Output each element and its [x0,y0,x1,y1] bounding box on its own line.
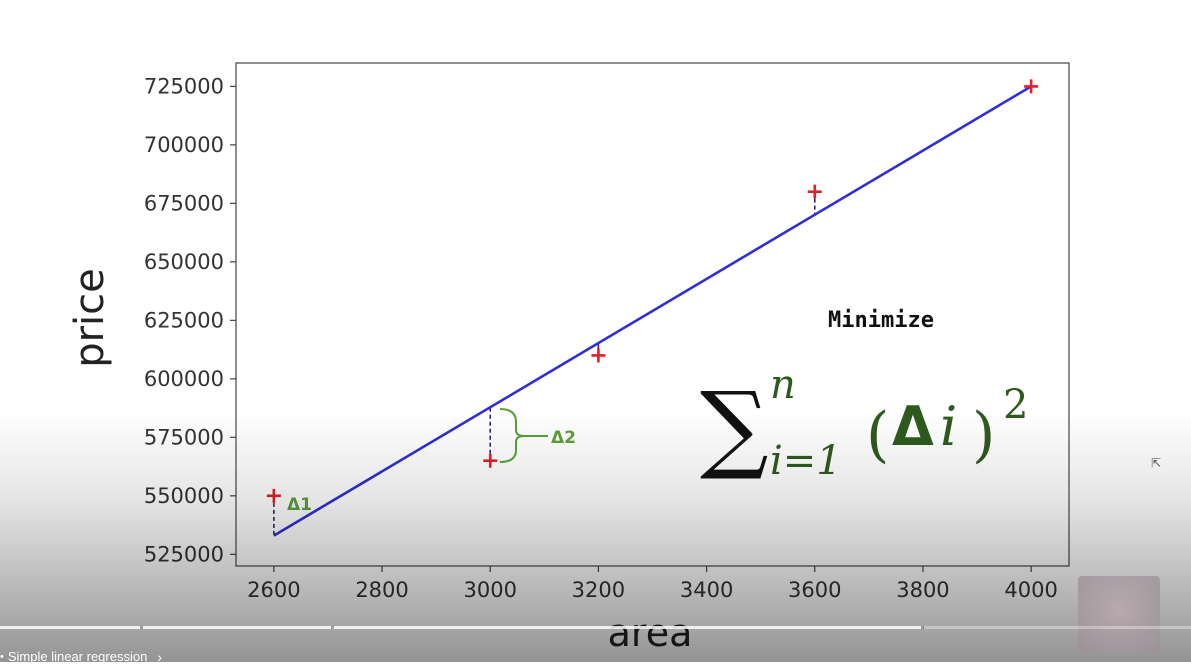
y-tick-label: 550000 [144,484,224,508]
chapter-bullet: • [0,651,4,663]
x-tick-label: 4000 [1004,578,1057,602]
delta2-brace [499,408,548,463]
chapter-title: Simple linear regression [7,649,148,664]
chapter-divider [331,626,334,629]
data-point [1024,79,1039,94]
pointer-cursor-icon: ⇱ [1151,456,1162,470]
video-progress-bar[interactable] [0,626,1191,629]
data-point [807,184,822,199]
axis-ticks: 2600 2800 3000 3200 3400 3600 3800 4000 525000 55… [144,74,1058,602]
presenter-thumbnail [1078,576,1160,652]
y-tick-label: 525000 [144,542,224,566]
sum-symbol: ∑ [700,371,769,483]
y-tick-label: 650000 [144,250,224,274]
y-tick-label: 675000 [144,191,224,215]
x-tick-label: 3200 [572,578,625,602]
delta1-label: Δ1 [287,495,312,515]
progress-fill [0,626,924,629]
data-point [591,348,606,363]
minimize-label: Minimize [828,308,934,333]
chevron-right-icon: › [157,649,162,665]
data-point [266,488,281,503]
x-tick-label: 3600 [788,578,841,602]
delta2-label: Δ2 [551,428,576,448]
data-point [483,453,498,468]
x-tick-label: 3000 [464,578,517,602]
x-tick-label: 2600 [247,578,300,602]
y-tick-label: 725000 [144,74,224,98]
y-tick-label: 575000 [144,425,224,449]
formula-close-paren: ) [972,400,995,470]
data-points [266,79,1039,503]
x-axis-label: area [608,611,693,655]
formula-delta: Δ [892,395,934,458]
formula-open-paren: ( [866,400,889,470]
y-axis-label: price [67,268,113,368]
regression-line [273,85,1032,537]
x-tick-label: 2800 [355,578,408,602]
formula-index: i [940,395,957,458]
formula-lower-limit: i=1 [770,438,842,484]
chapter-divider [921,626,924,629]
y-tick-label: 625000 [144,308,224,332]
x-tick-label: 3400 [680,578,733,602]
y-tick-label: 700000 [144,133,224,157]
chapter-title-button[interactable]: • Simple linear regression › [0,648,162,666]
sum-of-squares-formula: ∑ n i=1 ( Δ i ) 2 [700,362,1028,484]
chapter-divider [140,626,143,629]
formula-exponent: 2 [1003,382,1028,428]
x-tick-label: 3800 [896,578,949,602]
y-tick-label: 600000 [144,367,224,391]
formula-upper-limit: n [770,362,796,408]
